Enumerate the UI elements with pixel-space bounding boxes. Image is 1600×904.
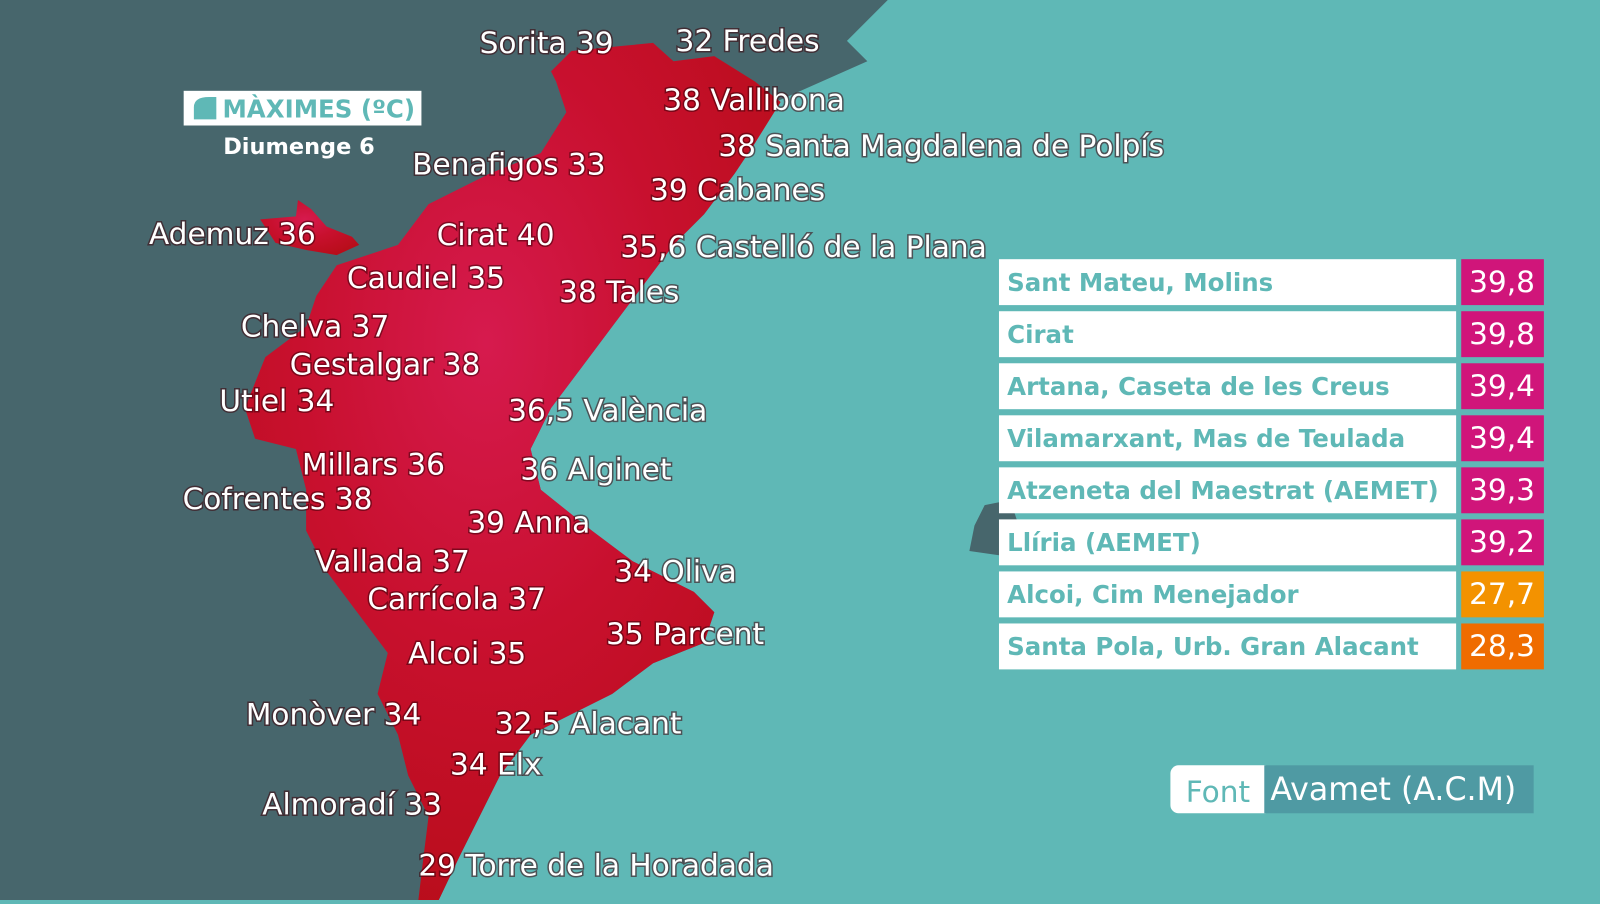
value-box xyxy=(1461,363,1544,410)
station-value: 39,2 xyxy=(1469,525,1535,559)
station-name: Llíria (AEMET) xyxy=(1007,528,1201,557)
station-value: 27,7 xyxy=(1469,577,1535,611)
station-value: 39,8 xyxy=(1469,265,1535,299)
map-label: 35 Parcent xyxy=(606,617,764,651)
map-label: Almoradí 33 xyxy=(262,787,442,821)
map-label: 39 Cabanes xyxy=(650,173,825,207)
station-name: Atzeneta del Maestrat (AEMET) xyxy=(1007,476,1439,505)
map-label: Millars 36 xyxy=(302,447,445,481)
source-name: Avamet (A.C.M) xyxy=(1270,772,1516,808)
map-label: Utiel 34 xyxy=(219,384,334,418)
map-label: 29 Torre de la Horadada xyxy=(418,849,773,883)
row-bg xyxy=(998,415,1457,462)
value-box xyxy=(1461,571,1544,618)
map-label: Benafigos 33 xyxy=(412,147,605,181)
map-label: 38 Vallibona xyxy=(663,83,845,117)
map-label: 38 Santa Magdalena de Polpís xyxy=(718,129,1164,163)
value-box xyxy=(1461,467,1544,514)
row-bg xyxy=(998,259,1457,306)
value-box xyxy=(1461,623,1544,670)
map-label: 38 Tales xyxy=(559,275,679,309)
map-label: Cofrentes 38 xyxy=(183,482,373,516)
row-bg xyxy=(998,311,1457,358)
title-box xyxy=(183,90,422,126)
station-value: 28,3 xyxy=(1469,629,1535,663)
title-icon xyxy=(193,96,217,120)
station-value: 39,4 xyxy=(1469,369,1535,403)
region xyxy=(244,42,781,901)
row-bg xyxy=(998,519,1457,566)
region-exclave xyxy=(260,200,360,256)
map-label: Carrícola 37 xyxy=(367,582,546,616)
ranking-table: Sant Mateu, Molins 39,8 Cirat 39,8 Artana, C… xyxy=(998,259,1544,670)
map-label: Cirat 40 xyxy=(437,218,555,252)
map-label: Chelva 37 xyxy=(241,310,389,344)
station-value: 39,8 xyxy=(1469,317,1535,351)
map-label: Sorita 39 xyxy=(480,26,614,60)
map-labels: Sorita 39 32 Fredes 38 Vallibona 38 Santa M… xyxy=(147,22,1165,884)
map-label: Gestalgar 38 xyxy=(290,347,481,381)
source-label: Font xyxy=(1186,775,1250,809)
station-name: Vilamarxant, Mas de Teulada xyxy=(1007,424,1405,453)
subtitle: Diumenge 6 xyxy=(223,134,375,160)
row-bg xyxy=(998,363,1457,410)
map-label: Alcoi 35 xyxy=(408,636,526,670)
station-name: Santa Pola, Urb. Gran Alacant xyxy=(1007,632,1419,661)
map-label: 34 Oliva xyxy=(614,555,736,589)
value-box xyxy=(1461,259,1544,306)
map-label: 32,5 Alacant xyxy=(495,707,682,741)
map-label: 36 Alginet xyxy=(520,453,671,487)
value-box xyxy=(1461,311,1544,358)
map-label: Monòver 34 xyxy=(246,697,421,731)
map-label: 39 Anna xyxy=(467,506,590,540)
station-value: 39,3 xyxy=(1469,473,1535,507)
source-label-box xyxy=(1170,765,1273,814)
map-label: 36,5 València xyxy=(508,393,707,427)
title: MÀXIMES (ºC) xyxy=(222,94,415,123)
source-name-box xyxy=(1264,765,1534,814)
row-bg xyxy=(998,467,1457,514)
station-value: 39,4 xyxy=(1469,421,1535,455)
station-name: Cirat xyxy=(1007,320,1074,349)
value-box xyxy=(1461,519,1544,566)
station-name: Artana, Caseta de les Creus xyxy=(1007,372,1390,401)
map-label: Vallada 37 xyxy=(315,544,470,578)
map-label: 34 Elx xyxy=(450,747,541,781)
row-bg xyxy=(998,571,1457,618)
value-box xyxy=(1461,415,1544,462)
map-label: Caudiel 35 xyxy=(347,261,505,295)
station-name: Sant Mateu, Molins xyxy=(1007,268,1273,297)
station-name: Alcoi, Cim Menejador xyxy=(1007,580,1298,609)
map-label: Ademuz 36 xyxy=(149,217,316,251)
map-label: 32 Fredes xyxy=(676,24,820,58)
map-label: 35,6 Castelló de la Plana xyxy=(620,230,986,264)
row-bg xyxy=(998,623,1457,670)
